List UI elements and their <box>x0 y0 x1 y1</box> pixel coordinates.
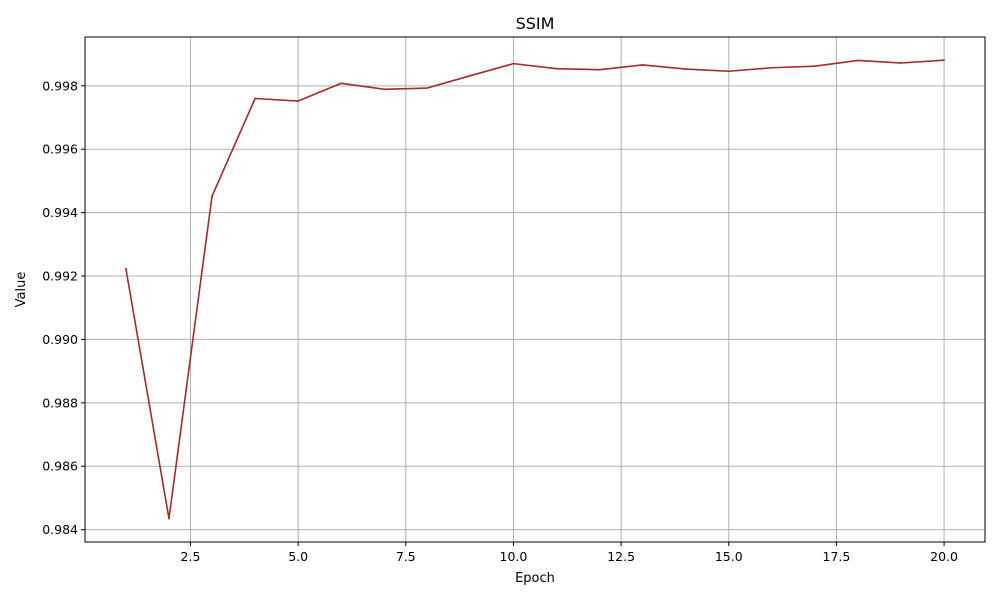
data-point <box>469 74 472 77</box>
data-point <box>168 517 170 520</box>
x-axis-label: Epoch <box>515 571 555 586</box>
data-point <box>900 62 902 64</box>
data-point <box>814 65 816 68</box>
data-point <box>943 59 945 62</box>
y-tick-label: 0.998 <box>42 78 78 93</box>
data-point <box>512 62 515 65</box>
y-tick-label: 0.996 <box>42 142 78 157</box>
x-tick-label: 15.0 <box>715 549 743 564</box>
x-tick-label: 20.0 <box>930 549 958 564</box>
x-tick-label: 7.5 <box>396 549 416 564</box>
data-point <box>125 267 127 270</box>
data-point <box>857 59 859 62</box>
y-tick-label: 0.988 <box>42 395 78 410</box>
series-line <box>125 59 945 520</box>
data-point <box>684 68 687 70</box>
data-point <box>641 63 644 66</box>
data-point <box>555 67 558 70</box>
x-tick-label: 2.5 <box>181 549 201 564</box>
y-tick-label: 0.984 <box>42 522 78 537</box>
y-tick-label: 0.992 <box>42 269 78 284</box>
y-axis-ticks: 0.984 0.986 0.988 0.990 0.992 0.994 0.996 0.998 <box>42 78 85 537</box>
x-tick-label: 12.5 <box>607 549 635 564</box>
y-axis-label: Value <box>14 272 29 308</box>
y-tick-label: 0.986 <box>42 459 78 474</box>
series-layer <box>125 59 945 520</box>
y-tick-label: 0.994 <box>42 205 78 220</box>
y-tick-label: 0.990 <box>42 332 78 347</box>
data-point <box>598 68 601 71</box>
data-point <box>340 82 343 85</box>
plot-area-frame <box>84 36 986 543</box>
chart-title: SSIM <box>516 14 555 33</box>
grid-lines <box>85 37 985 542</box>
data-point <box>426 87 429 89</box>
data-point <box>297 100 300 102</box>
data-point <box>211 195 213 198</box>
x-axis-ticks: 2.5 5.0 7.5 10.0 12.5 15.0 17.5 20.0 <box>181 542 958 564</box>
data-point <box>383 88 386 91</box>
data-point <box>254 97 256 100</box>
x-tick-label: 17.5 <box>823 549 851 564</box>
data-point <box>770 66 773 69</box>
x-tick-label: 5.0 <box>288 549 308 564</box>
x-tick-label: 10.0 <box>500 549 528 564</box>
data-point <box>727 70 730 73</box>
